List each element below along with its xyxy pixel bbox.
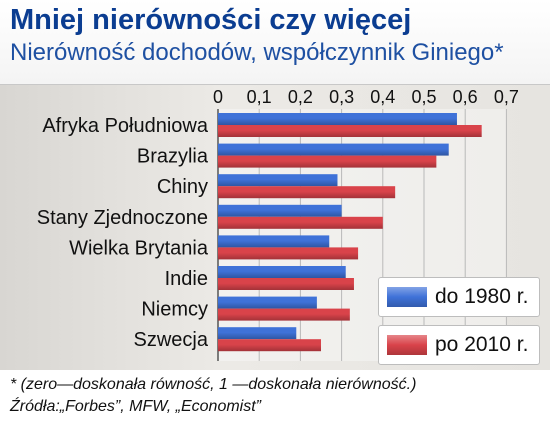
bar-chart: 0 0,1 0,2 0,3 0,4 0,5 0,6 0,7 Afryka Południowa B… xyxy=(37,87,519,361)
bar-after-2010 xyxy=(218,278,354,290)
bar-after-2010 xyxy=(218,216,383,229)
chart-title: Mniej nierówności czy więcej xyxy=(10,4,412,36)
bar-before-1980 xyxy=(218,113,457,125)
bar-after-2010 xyxy=(218,308,350,321)
x-tick-label: 0,4 xyxy=(370,87,395,107)
bar-after-2010 xyxy=(218,186,396,199)
bar-after-2010 xyxy=(218,125,482,137)
bar-after-2010 xyxy=(218,155,437,168)
x-tick-label: 0,6 xyxy=(453,87,478,107)
legend-swatch-after-2010 xyxy=(387,335,427,355)
legend-item-before-1980: do 1980 r. xyxy=(378,277,540,317)
bar-before-1980 xyxy=(218,174,338,187)
category-label: Brazylia xyxy=(137,146,209,168)
category-label: Szwecja xyxy=(134,329,209,351)
chart-subtitle: Nierówność dochodów, współczynnik Ginieg… xyxy=(10,39,504,66)
chart-header: Mniej nierówności czy więcej Nierówność … xyxy=(0,0,550,85)
legend-item-after-2010: po 2010 r. xyxy=(378,325,540,365)
legend-label-before-1980: do 1980 r. xyxy=(435,285,529,308)
x-tick-label: 0,5 xyxy=(411,87,436,107)
category-label: Chiny xyxy=(157,176,208,198)
legend-label-after-2010: po 2010 r. xyxy=(435,333,529,356)
sources: Źródła:„Forbes”, MFW, „Economist” xyxy=(10,398,261,415)
bar-before-1980 xyxy=(218,204,342,217)
bar-before-1980 xyxy=(218,296,317,309)
x-tick-label: 0,7 xyxy=(494,87,519,107)
bar-before-1980 xyxy=(218,327,297,340)
bar-after-2010 xyxy=(218,339,321,352)
x-tick-label: 0 xyxy=(213,87,223,107)
category-label: Afryka Południowa xyxy=(42,115,209,137)
bar-before-1980 xyxy=(218,143,449,156)
category-label: Niemcy xyxy=(141,299,208,321)
x-tick-label: 0,2 xyxy=(288,87,313,107)
category-label: Wielka Brytania xyxy=(69,237,209,259)
category-label: Stany Zjednoczone xyxy=(37,207,208,229)
bar-after-2010 xyxy=(218,247,359,260)
bar-before-1980 xyxy=(218,266,346,278)
x-tick-label: 0,3 xyxy=(329,87,354,107)
legend-swatch-before-1980 xyxy=(387,287,427,307)
footnote: * (zero—doskonała równość, 1 —doskonała … xyxy=(10,376,417,393)
bar-before-1980 xyxy=(218,235,330,248)
x-tick-label: 0,1 xyxy=(247,87,272,107)
chart-footer: * (zero—doskonała równość, 1 —doskonała … xyxy=(0,370,550,432)
category-label: Indie xyxy=(165,268,208,290)
chart-area: 0 0,1 0,2 0,3 0,4 0,5 0,6 0,7 Afryka Południowa B… xyxy=(0,85,550,370)
